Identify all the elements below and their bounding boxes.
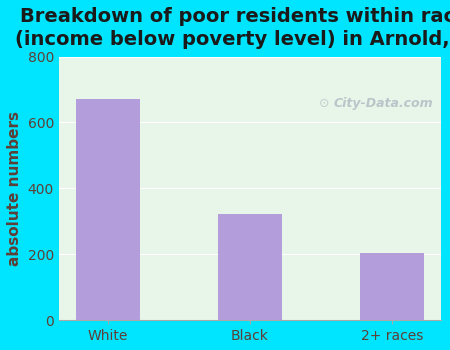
Bar (218, 214, 282, 320)
Text: City-Data.com: City-Data.com (334, 98, 434, 111)
Text: ⊙: ⊙ (319, 98, 329, 111)
Y-axis label: absolute numbers: absolute numbers (7, 111, 22, 266)
Title: Breakdown of poor residents within races
(income below poverty level) in Arnold,: Breakdown of poor residents within races… (15, 7, 450, 49)
Bar (360, 252, 424, 320)
Bar (76, 99, 140, 320)
